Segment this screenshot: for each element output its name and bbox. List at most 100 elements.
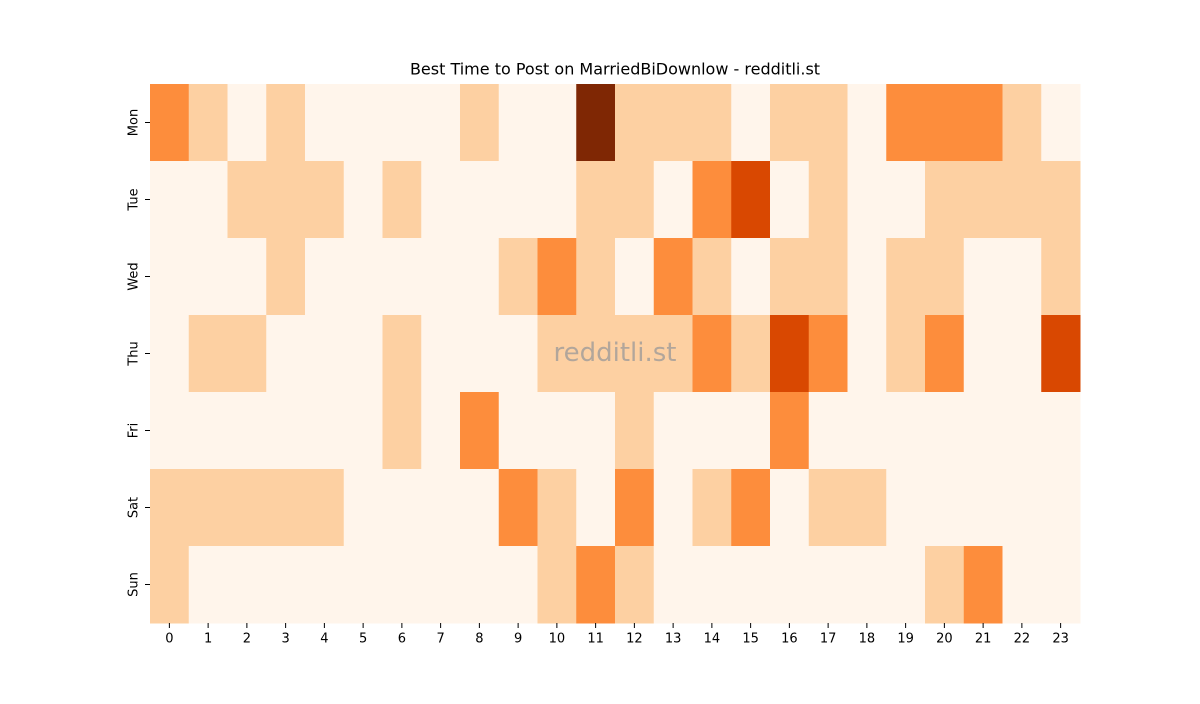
heat-cell [576, 392, 616, 470]
y-tick-label: Sat [127, 497, 142, 518]
heat-cell [770, 546, 810, 624]
heat-cell [266, 238, 306, 316]
heat-cell [847, 546, 887, 624]
heat-cell [305, 84, 345, 162]
heat-cell [266, 469, 306, 547]
heat-cell [498, 392, 538, 470]
heat-cell [963, 84, 1003, 162]
heat-cell [963, 161, 1003, 239]
heat-cell [692, 469, 732, 547]
heat-cell [808, 392, 848, 470]
heat-cell [537, 238, 577, 316]
heat-cell [1002, 161, 1042, 239]
heat-cell [305, 315, 345, 393]
heat-cell [847, 84, 887, 162]
x-tick-label: 21 [975, 632, 992, 647]
heat-cell [305, 546, 345, 624]
heat-cell [188, 238, 228, 316]
heat-cell [847, 392, 887, 470]
x-tick-label: 18 [859, 632, 876, 647]
y-tick-label: Sun [127, 572, 142, 597]
heat-cell [1041, 469, 1081, 547]
heat-cell [382, 546, 422, 624]
heat-cell [460, 546, 500, 624]
heat-cell [925, 238, 965, 316]
heat-cell [770, 238, 810, 316]
heat-cell [653, 392, 693, 470]
heat-cell [498, 315, 538, 393]
heat-cell [498, 161, 538, 239]
heat-cell [266, 392, 306, 470]
heat-cell [576, 546, 616, 624]
x-tick-label: 15 [742, 632, 759, 647]
heat-cell [421, 84, 461, 162]
heat-cell [770, 469, 810, 547]
x-tick-label: 9 [514, 632, 522, 647]
heat-cell [227, 546, 267, 624]
heat-cell [1002, 315, 1042, 393]
heat-cell [731, 469, 771, 547]
heat-cell [1002, 392, 1042, 470]
heat-cell [1002, 546, 1042, 624]
x-tick-label: 10 [549, 632, 566, 647]
heat-cell [343, 469, 383, 547]
heat-cell [537, 84, 577, 162]
heat-cell [421, 161, 461, 239]
heat-cell [537, 161, 577, 239]
heat-cell [808, 84, 848, 162]
chart-title: Best Time to Post on MarriedBiDownlow - … [410, 60, 820, 79]
heat-cell [421, 238, 461, 316]
heat-cell [653, 84, 693, 162]
heat-cell [460, 84, 500, 162]
heat-cell [421, 546, 461, 624]
x-tick-label: 0 [165, 632, 173, 647]
heat-cell [692, 315, 732, 393]
heat-cell [963, 392, 1003, 470]
heat-cell [615, 161, 655, 239]
x-tick-label: 16 [781, 632, 798, 647]
heat-cell [576, 238, 616, 316]
heat-cell [537, 315, 577, 393]
heat-cell [150, 238, 190, 316]
heat-cell [963, 315, 1003, 393]
heat-cell [731, 238, 771, 316]
heat-cell [305, 392, 345, 470]
heat-cell [188, 546, 228, 624]
heat-cell [188, 392, 228, 470]
heat-cell [188, 469, 228, 547]
heat-cell [615, 469, 655, 547]
heat-cell [150, 161, 190, 239]
heat-cell [188, 315, 228, 393]
heat-cell [227, 161, 267, 239]
heat-cell [382, 84, 422, 162]
heat-cell [1041, 238, 1081, 316]
heat-cell [1041, 161, 1081, 239]
heat-cell [460, 315, 500, 393]
heat-cell [576, 315, 616, 393]
heat-cell [731, 546, 771, 624]
heat-cell [227, 238, 267, 316]
heat-cell [150, 392, 190, 470]
heat-cell [498, 238, 538, 316]
heat-cell [1041, 84, 1081, 162]
heat-cell [808, 315, 848, 393]
heat-cell [925, 84, 965, 162]
heat-cell [537, 546, 577, 624]
heat-cell [576, 469, 616, 547]
heat-cell [731, 315, 771, 393]
y-tick-label: Wed [127, 262, 142, 290]
heat-cell [266, 161, 306, 239]
y-tick-label: Thu [127, 341, 142, 366]
heat-cell [421, 469, 461, 547]
heat-cell [808, 238, 848, 316]
heat-cell [963, 238, 1003, 316]
heat-cell [382, 392, 422, 470]
heat-cell [498, 546, 538, 624]
heat-cell [731, 392, 771, 470]
heat-cell [460, 392, 500, 470]
heat-cell [653, 238, 693, 316]
heat-cell [653, 546, 693, 624]
heat-cell [925, 315, 965, 393]
heat-cell [886, 315, 926, 393]
